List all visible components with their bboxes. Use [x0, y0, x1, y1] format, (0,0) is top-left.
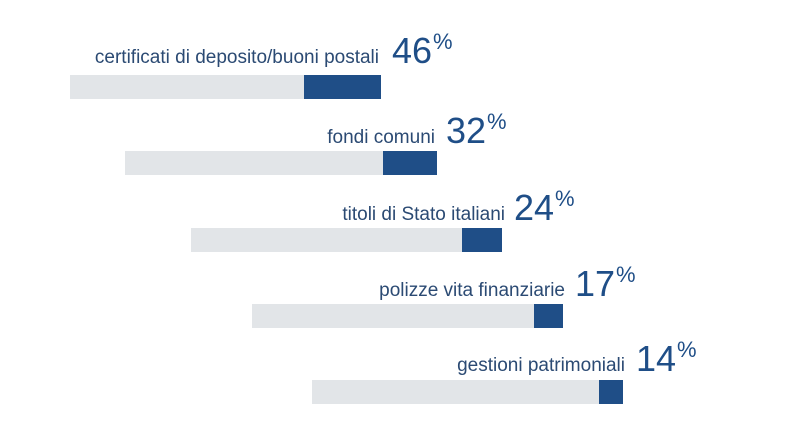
category-label: gestioni patrimoniali: [457, 355, 625, 376]
category-label: certificati di deposito/buoni postali: [94, 47, 379, 68]
bar-fill: [599, 380, 623, 404]
value-number: 24: [514, 187, 555, 228]
value-label: 17%: [575, 263, 636, 304]
value-label: 32%: [446, 110, 507, 151]
bar-track: [252, 304, 563, 328]
value-number: 17: [575, 263, 616, 304]
category-label: titoli di Stato italiani: [342, 204, 505, 225]
percent-sign: %: [487, 109, 507, 134]
value-number: 14: [636, 338, 677, 379]
bar-fill: [534, 304, 563, 328]
percent-sign: %: [555, 186, 575, 211]
bar-track: [312, 380, 623, 404]
bar-fill: [383, 151, 437, 175]
value-label: 24%: [514, 187, 575, 228]
bar-track: [125, 151, 437, 175]
value-label: 46%: [392, 30, 453, 71]
percent-sign: %: [433, 29, 453, 54]
percent-sign: %: [616, 262, 636, 287]
bar-fill: [462, 228, 502, 252]
value-number: 46: [392, 30, 433, 71]
bar-track: [191, 228, 502, 252]
percent-sign: %: [677, 337, 697, 362]
category-label: polizze vita finanziarie: [379, 280, 565, 301]
value-number: 32: [446, 110, 487, 151]
category-label: fondi comuni: [327, 127, 435, 148]
value-label: 14%: [636, 338, 697, 379]
bar-track: [70, 75, 381, 99]
bar-fill: [304, 75, 381, 99]
